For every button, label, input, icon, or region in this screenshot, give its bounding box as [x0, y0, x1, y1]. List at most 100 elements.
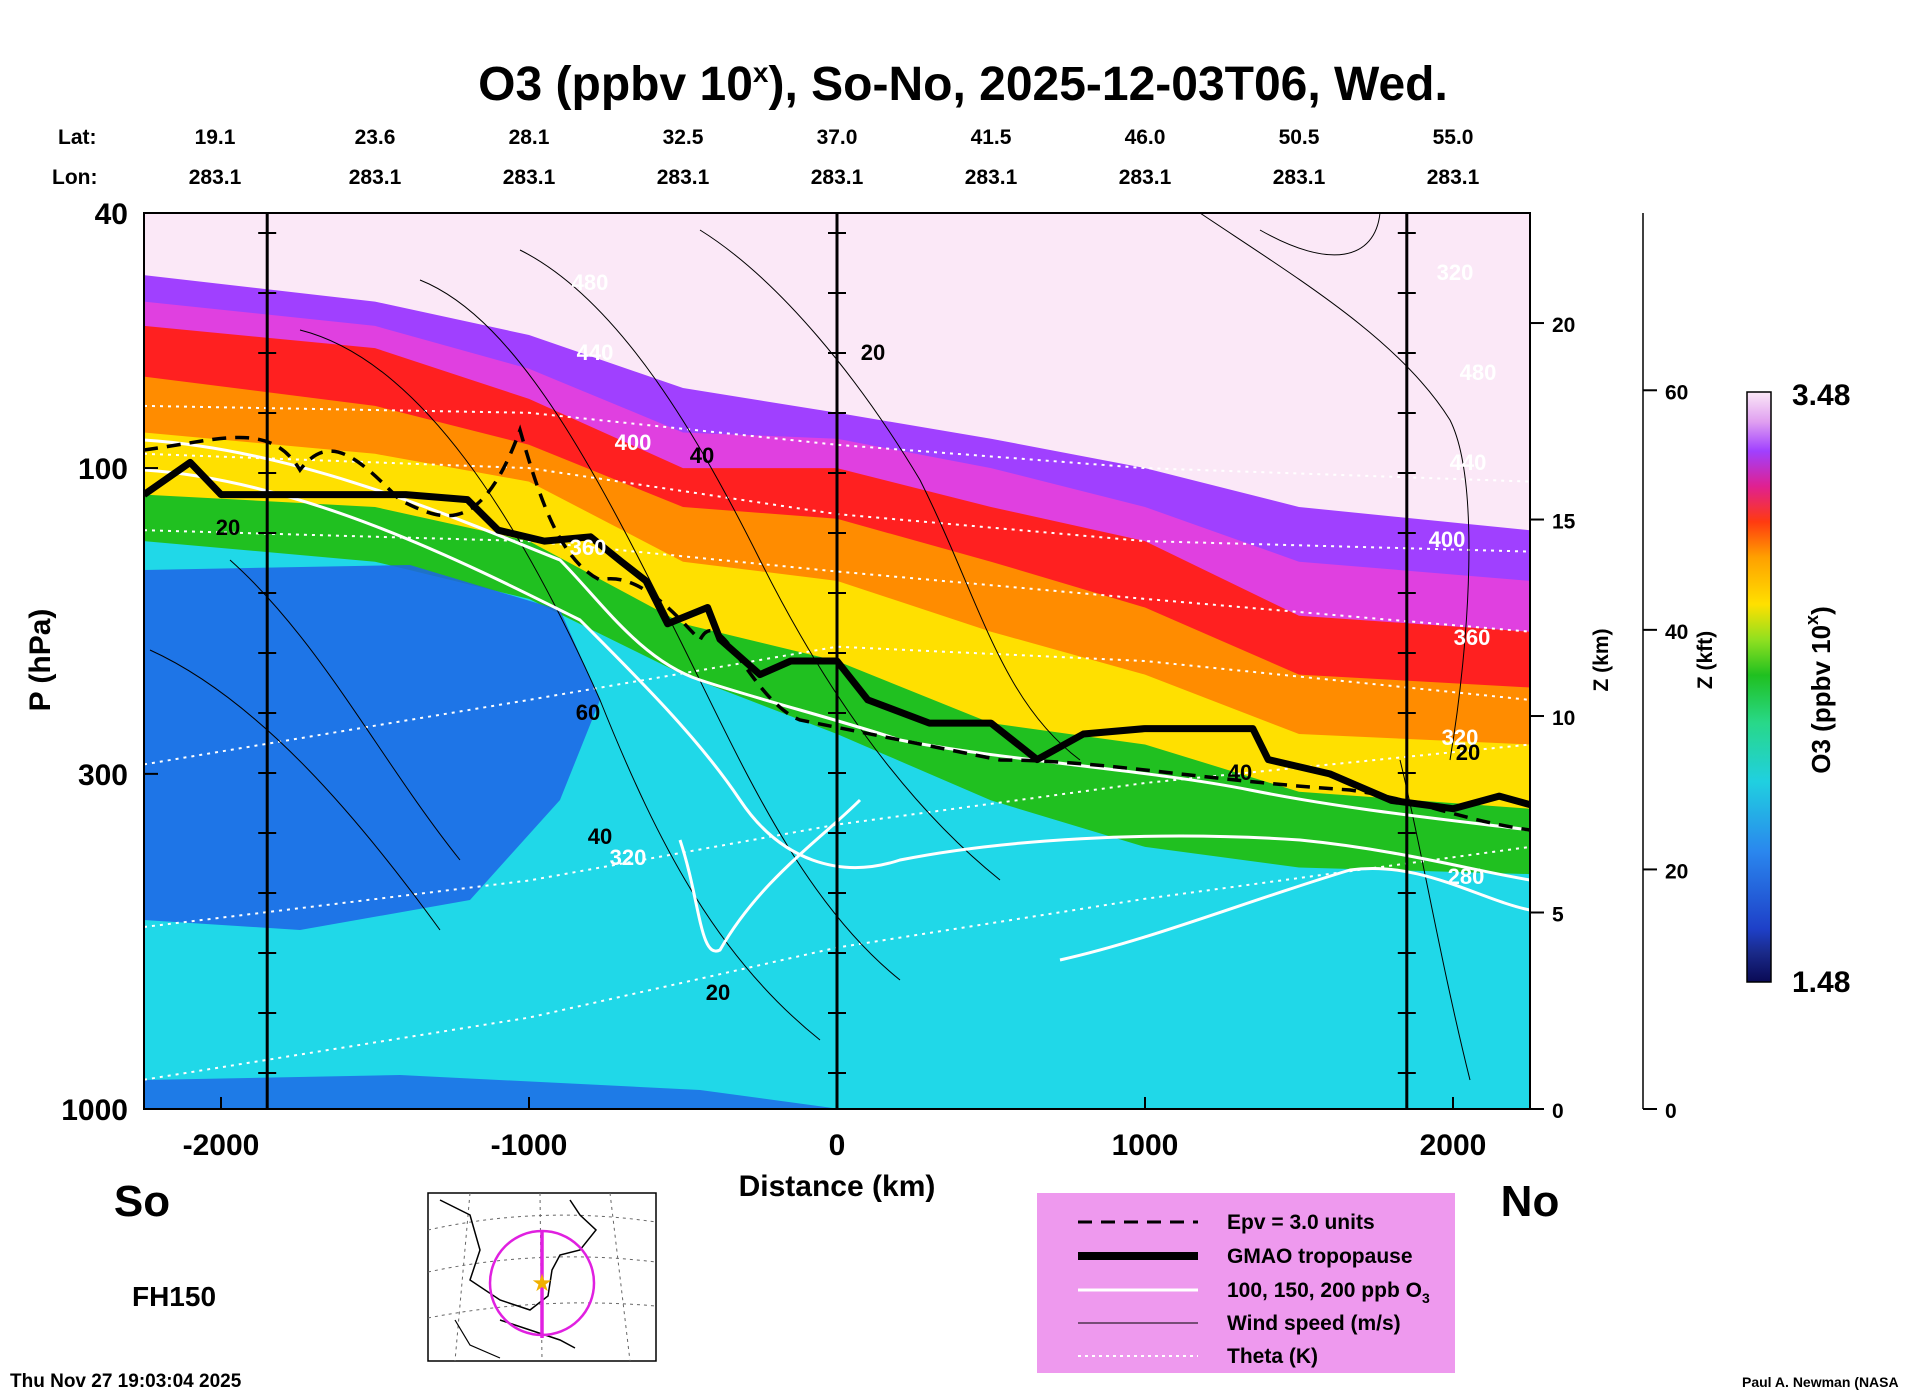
theta-label: 440: [577, 340, 614, 365]
legend-label-wind: Wind speed (m/s): [1227, 1312, 1401, 1335]
theta-label: 480: [572, 270, 609, 295]
legend: Epv = 3.0 units GMAO tropopause 100, 150…: [1037, 1193, 1455, 1373]
star-icon: ★: [531, 1270, 553, 1297]
wind-label: 20: [1456, 740, 1480, 765]
colorbar-label: O3 (ppbv 10x): [1802, 606, 1836, 774]
z-km-tick-label: 20: [1552, 314, 1575, 337]
lon-value: 283.1: [811, 166, 864, 189]
wind-contour: [419, 279, 901, 981]
lat-value: 55.0: [1433, 126, 1474, 149]
z-kft-tick-label: 0: [1665, 1100, 1677, 1123]
legend-label-ozone: 100, 150, 200 ppb O3: [1227, 1279, 1430, 1306]
z-km-tick-label: 0: [1552, 1100, 1564, 1123]
z-kft-axis-label: Z (kft): [1694, 631, 1717, 689]
y-tick-label: 40: [95, 198, 128, 231]
south-label: So: [114, 1177, 170, 1226]
axes: -2000 -1000 0 1000 2000 40 100 300 1000 20 15 10 5 0 6…: [61, 198, 1688, 1162]
lon-value: 283.1: [503, 166, 556, 189]
wind-contour: [229, 559, 461, 861]
x-tick-label: -1000: [491, 1129, 568, 1162]
legend-label-epv: Epv = 3.0 units: [1227, 1211, 1375, 1234]
colorbar-scale: [1746, 391, 1772, 983]
wind-contour: [299, 329, 821, 1041]
epv-line: [144, 424, 1530, 832]
lat-value: 50.5: [1279, 126, 1320, 149]
wind-contour: [1259, 213, 1381, 256]
band-blue-pool: [144, 565, 600, 930]
chart-title: O3 (ppbv 10x), So-No, 2025-12-03T06, Wed…: [478, 57, 1448, 111]
lon-value: 283.1: [349, 166, 402, 189]
wind-label: 60: [576, 700, 600, 725]
theta-label: 360: [570, 535, 607, 560]
legend-label-theta: Theta (K): [1227, 1345, 1318, 1368]
lat-value: 41.5: [971, 126, 1012, 149]
y-tick-label: 300: [78, 759, 128, 792]
lat-header-label: Lat:: [58, 126, 97, 149]
lat-value: 28.1: [509, 126, 550, 149]
band-blue-surface: [144, 1075, 840, 1109]
colorbar-min-label: 1.48: [1792, 966, 1850, 999]
lat-lon-row: 19.1 283.1 23.6 283.1 28.1 283.1 32.5 283.1 37.0…: [189, 126, 1480, 189]
wind-label: 20: [216, 515, 240, 540]
legend-label-tropopause: GMAO tropopause: [1227, 1245, 1413, 1268]
lat-value: 46.0: [1125, 126, 1166, 149]
wind-label: 40: [690, 443, 714, 468]
x-axis-label: Distance (km): [739, 1170, 936, 1203]
x-tick-label: 0: [829, 1129, 846, 1162]
wind-contour: [1199, 213, 1470, 761]
timestamp: Thu Nov 27 19:03:04 2025: [10, 1371, 242, 1392]
north-label: No: [1501, 1177, 1560, 1226]
wind-label: 40: [588, 824, 612, 849]
inset-map: ★: [427, 1192, 657, 1362]
y-axis-label: P (hPa): [24, 609, 57, 712]
ozone-contour: [678, 798, 862, 953]
theta-label: 320: [1442, 725, 1479, 750]
wind-label: 40: [1228, 760, 1252, 785]
lon-value: 283.1: [1273, 166, 1326, 189]
lat-value: 37.0: [817, 126, 858, 149]
ozone-contour: [144, 468, 1530, 882]
colorbar: 3.48 1.48 O3 (ppbv 10x): [1746, 379, 1850, 999]
x-tick-label: -2000: [183, 1129, 260, 1162]
forecast-hour-label: FH150: [132, 1281, 216, 1312]
z-kft-tick-label: 40: [1665, 621, 1688, 644]
lat-value: 23.6: [355, 126, 396, 149]
colorbar-max-label: 3.48: [1792, 379, 1850, 412]
lon-value: 283.1: [657, 166, 710, 189]
lon-value: 283.1: [189, 166, 242, 189]
lon-value: 283.1: [965, 166, 1018, 189]
wind-contour: [149, 649, 441, 931]
contour-overlay: 4804404003603202804003603204804403202040…: [144, 213, 1530, 1109]
lon-value: 283.1: [1427, 166, 1480, 189]
credit: Paul A. Newman (NASA: [1742, 1374, 1899, 1390]
y-tick-label: 100: [78, 453, 128, 486]
lat-value: 32.5: [663, 126, 704, 149]
z-km-tick-label: 15: [1552, 511, 1576, 534]
theta-label: 320: [610, 845, 647, 870]
lon-header-label: Lon:: [52, 166, 97, 189]
x-tick-label: 2000: [1420, 1129, 1487, 1162]
theta-label: 280: [1448, 864, 1485, 889]
ozone-contour: [1059, 867, 1530, 962]
theta-label: 320: [1437, 260, 1474, 285]
theta-label: 360: [1454, 625, 1491, 650]
z-kft-tick-label: 20: [1665, 860, 1688, 883]
lon-value: 283.1: [1119, 166, 1172, 189]
theta-label: 400: [615, 430, 652, 455]
z-km-axis-label: Z (km): [1590, 629, 1613, 692]
theta-contour: [144, 404, 1530, 483]
x-tick-label: 1000: [1112, 1129, 1179, 1162]
theta-contour: [144, 743, 1530, 928]
z-km-tick-label: 5: [1552, 904, 1564, 927]
theta-label: 400: [1429, 527, 1466, 552]
lat-value: 19.1: [195, 126, 236, 149]
wind-label: 20: [706, 980, 730, 1005]
theta-label: 480: [1460, 360, 1497, 385]
z-km-tick-label: 10: [1552, 707, 1575, 730]
wind-contour: [699, 229, 1081, 761]
wind-label: 20: [861, 340, 885, 365]
theta-label: 440: [1450, 450, 1487, 475]
z-kft-tick-label: 60: [1665, 381, 1688, 404]
tropopause-line: [144, 458, 1530, 813]
